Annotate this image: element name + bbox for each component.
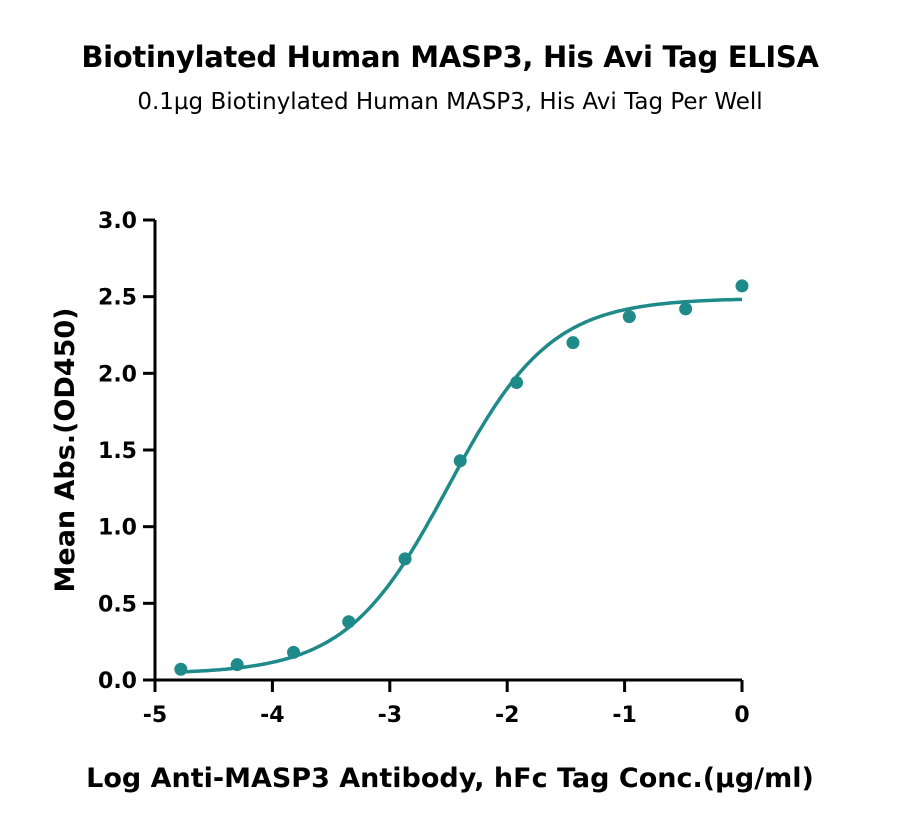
y-tick-label: 2.5 bbox=[98, 286, 137, 311]
data-point bbox=[453, 454, 467, 468]
y-tick-label: 3.0 bbox=[98, 209, 137, 234]
data-point bbox=[679, 302, 693, 316]
data-point bbox=[735, 279, 749, 293]
y-tick-label: 0.5 bbox=[98, 592, 137, 617]
axes: 0.0 0.5 1.0 1.5 2.0 2.5 3.0 -5 -4 -3 -2 -1 0 bbox=[98, 209, 750, 728]
fit-curve bbox=[180, 297, 743, 674]
data-point bbox=[622, 310, 636, 324]
y-tick-label: 2.0 bbox=[98, 362, 137, 387]
data-point bbox=[342, 615, 356, 629]
x-tick-label: -1 bbox=[612, 703, 636, 728]
data-point bbox=[287, 645, 301, 659]
data-point bbox=[174, 662, 188, 676]
x-tick-label: -2 bbox=[495, 703, 519, 728]
chart-subtitle: 0.1µg Biotinylated Human MASP3, His Avi … bbox=[137, 89, 763, 115]
y-tick-label: 1.0 bbox=[98, 516, 137, 541]
x-axis-title: Log Anti-MASP3 Antibody, hFc Tag Conc.(µ… bbox=[86, 763, 814, 794]
data-points-layer bbox=[174, 279, 749, 676]
x-tick-label: 0 bbox=[734, 703, 749, 728]
y-axis-title: Mean Abs.(OD450) bbox=[50, 308, 81, 593]
chart-title: Biotinylated Human MASP3, His Avi Tag EL… bbox=[81, 40, 819, 74]
data-point bbox=[230, 658, 244, 672]
data-point bbox=[566, 336, 580, 350]
x-tick-label: -5 bbox=[143, 703, 167, 728]
x-tick-label: -3 bbox=[378, 703, 402, 728]
data-point bbox=[398, 552, 412, 566]
fit-curve-layer bbox=[180, 297, 743, 674]
y-tick-label: 1.5 bbox=[98, 439, 137, 464]
data-point bbox=[510, 376, 524, 390]
x-tick-label: -4 bbox=[260, 703, 284, 728]
y-tick-label: 0.0 bbox=[98, 669, 137, 694]
